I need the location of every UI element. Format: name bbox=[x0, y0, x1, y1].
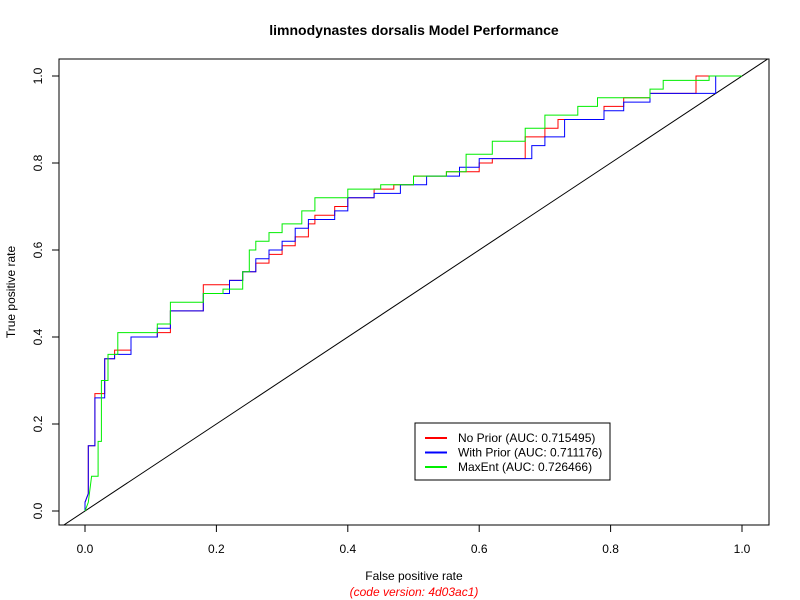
series-group bbox=[84, 75, 742, 512]
x-axis-title: False positive rate bbox=[365, 569, 463, 583]
x-tick-label: 0.4 bbox=[339, 542, 356, 556]
x-tick-label: 0.6 bbox=[471, 542, 488, 556]
legend-box bbox=[414, 422, 611, 481]
x-axis: 0.0 0.2 0.4 0.6 0.8 1.0 bbox=[77, 524, 751, 556]
x-tick-label: 0.8 bbox=[602, 542, 619, 556]
x-tick-label: 0.2 bbox=[208, 542, 225, 556]
legend: No Prior (AUC: 0.715495)With Prior (AUC:… bbox=[414, 422, 611, 481]
y-tick-label: 0.4 bbox=[31, 328, 45, 345]
code-version-note: (code version: 4d03ac1) bbox=[350, 585, 479, 599]
x-tick-label: 1.0 bbox=[734, 542, 751, 556]
y-tick-label: 0.8 bbox=[31, 154, 45, 171]
legend-label: MaxEnt (AUC: 0.726466) bbox=[458, 460, 592, 474]
y-axis-title: True positive rate bbox=[4, 246, 18, 339]
x-tick-label: 0.0 bbox=[77, 542, 94, 556]
y-tick-label: 1.0 bbox=[31, 67, 45, 84]
reference-diagonal bbox=[62, 59, 769, 525]
chart-title: limnodynastes dorsalis Model Performance bbox=[269, 22, 559, 38]
y-axis: 0.0 0.2 0.4 0.6 0.8 1.0 bbox=[31, 67, 60, 519]
series-line-2 bbox=[84, 75, 742, 512]
y-tick-label: 0.6 bbox=[31, 241, 45, 258]
series-line-1 bbox=[84, 75, 742, 511]
y-tick-label: 0.2 bbox=[31, 415, 45, 432]
legend-label: With Prior (AUC: 0.711176) bbox=[458, 446, 602, 460]
y-tick-label: 0.0 bbox=[31, 502, 45, 519]
legend-label: No Prior (AUC: 0.715495) bbox=[458, 431, 595, 445]
